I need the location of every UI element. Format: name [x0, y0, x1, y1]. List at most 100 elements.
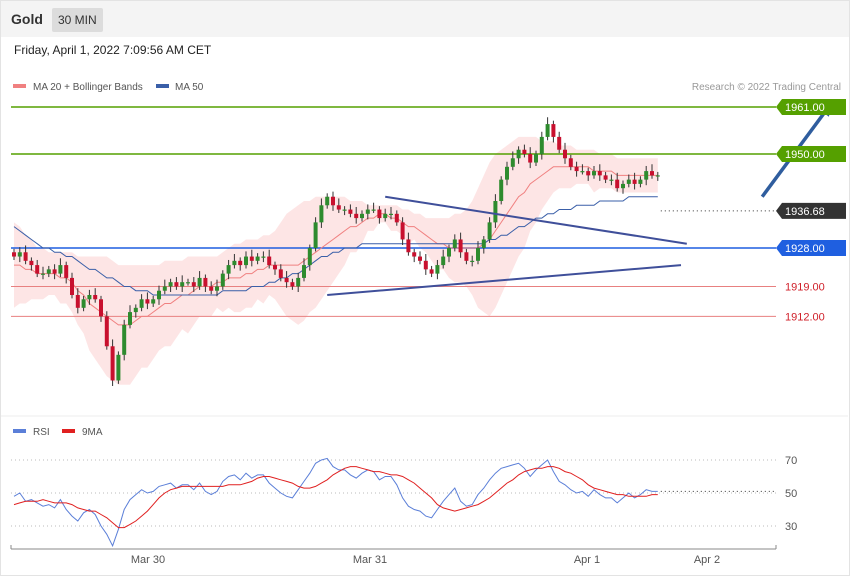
candle-body: [58, 265, 63, 274]
candle-body: [644, 171, 649, 180]
level-tag-resistance: [776, 99, 846, 115]
candle-body: [586, 171, 591, 176]
timeframe-badge[interactable]: 30 MIN: [52, 8, 103, 32]
level-label-resistance: 1961.00: [785, 102, 825, 114]
candle-body: [122, 324, 127, 355]
candle-body: [209, 286, 214, 291]
instrument-title: Gold: [11, 11, 43, 27]
candle-body: [41, 273, 45, 275]
candle-body: [441, 256, 446, 266]
candle-body: [528, 154, 533, 163]
candle-body: [336, 205, 341, 210]
ma50-line: [13, 196, 658, 296]
candle-body: [516, 149, 521, 159]
credit-text: Research © 2022 Trading Central: [692, 82, 841, 93]
candle-body: [313, 222, 318, 248]
candle-body: [128, 312, 132, 325]
candle-body: [510, 158, 515, 167]
candle-body: [563, 149, 567, 159]
trend-line: [385, 195, 687, 245]
bollinger-band-area: [14, 136, 658, 385]
candle-body: [476, 248, 480, 261]
candle-body: [406, 239, 411, 253]
level-label-resistance: 1950.00: [785, 149, 825, 161]
time-axis-label: Mar 30: [131, 554, 165, 566]
candle-body: [99, 299, 103, 317]
candle-body: [597, 171, 602, 176]
candle-body: [371, 209, 376, 211]
candle-body: [626, 179, 631, 184]
candle-body: [389, 213, 393, 216]
candle-body: [244, 256, 248, 266]
level-label-support: 1912.00: [785, 311, 825, 323]
candle-body: [75, 295, 80, 308]
candle-body: [12, 252, 16, 257]
timestamp: Friday, April 1, 2022 7:09:56 AM CET: [14, 43, 212, 57]
candle-body: [139, 299, 144, 308]
candle-body: [522, 149, 527, 154]
candle-body: [290, 282, 295, 287]
candle-body: [220, 273, 225, 287]
candle-body: [377, 209, 382, 219]
candle-body: [46, 269, 51, 274]
candle-body: [273, 265, 277, 270]
rsi-tick-label: 70: [785, 455, 797, 467]
candle-body: [110, 346, 115, 381]
candle-body: [162, 286, 167, 291]
candle-body: [551, 124, 556, 137]
candle-body: [615, 179, 620, 189]
candle-body: [632, 179, 637, 184]
time-axis-label: Apr 1: [574, 554, 600, 566]
candle-body: [499, 179, 504, 201]
candle-body: [191, 282, 196, 287]
ma20-legend-label: MA 20 + Bollinger Bands: [33, 82, 143, 93]
candle-body: [394, 213, 399, 223]
level-label-support: 1919.00: [785, 281, 825, 293]
candle-body: [87, 295, 92, 300]
candle-body: [487, 222, 492, 240]
candle-body: [319, 205, 324, 223]
rsi-legend-label: RSI: [33, 427, 50, 438]
level-tag-pivot: [776, 240, 846, 256]
ma20-legend-swatch: [13, 84, 26, 88]
candle-body: [284, 277, 289, 283]
candle-body: [93, 295, 98, 300]
level-tag-current: [776, 202, 846, 219]
rsi-line: [13, 457, 658, 548]
candle-body: [116, 354, 121, 381]
price-panel: 1961.00 1950.00 1928.00 1919.00 1912.00 1936.…: [11, 99, 846, 387]
candle-body: [458, 239, 463, 253]
candle-body: [203, 277, 208, 287]
candle-body: [17, 252, 22, 257]
candle-body: [180, 282, 185, 287]
time-axis-labels: Mar 30 Mar 31 Apr 1 Apr 2: [131, 554, 720, 566]
candle-body: [35, 265, 40, 274]
candle-body: [418, 256, 422, 261]
candle-body: [545, 124, 550, 137]
candle-body: [157, 290, 161, 300]
candle-body: [650, 171, 654, 176]
candle-body: [197, 277, 202, 287]
candle-body: [249, 256, 254, 261]
candle-body: [423, 260, 428, 270]
candle-body: [354, 213, 359, 219]
level-label-pivot: 1928.00: [785, 243, 825, 255]
level-tag-resistance: [776, 146, 846, 162]
candle-body: [23, 252, 28, 261]
candle-body: [481, 239, 486, 248]
candle-body: [360, 213, 364, 219]
candle-body: [452, 239, 457, 248]
ma50-legend-swatch: [156, 84, 169, 88]
ma20-line: [14, 166, 658, 326]
candle-body: [447, 248, 451, 257]
candle-body: [70, 277, 74, 295]
candle-body: [29, 260, 34, 266]
candle-body: [302, 265, 306, 278]
candle-body: [325, 196, 330, 206]
ma50-legend-label: MA 50: [175, 82, 204, 93]
candle-body: [505, 166, 509, 180]
candle-body: [539, 136, 544, 154]
candle-body: [145, 299, 150, 304]
candle-body: [278, 269, 283, 278]
